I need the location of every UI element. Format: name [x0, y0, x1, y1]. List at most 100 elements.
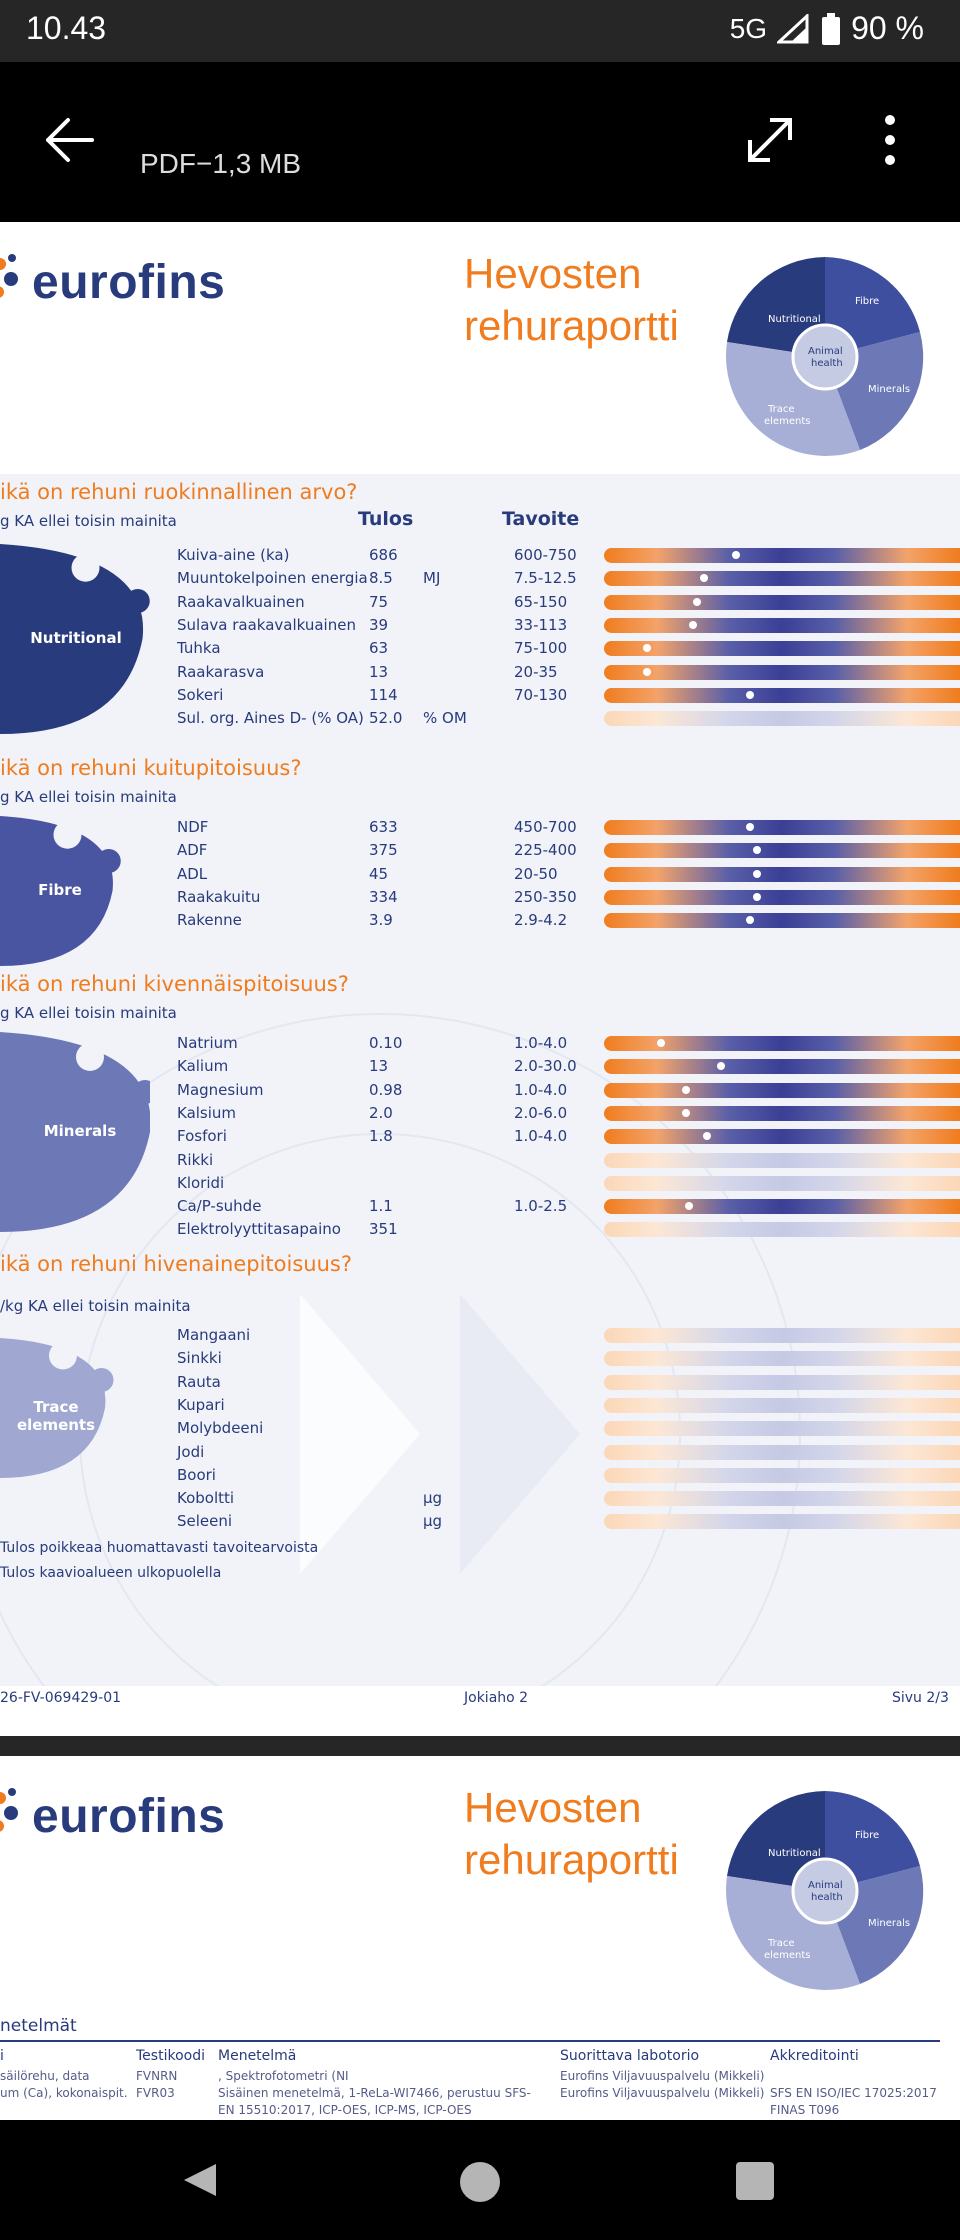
result-marker	[689, 620, 697, 629]
row-name: Sulava raakavalkuainen	[177, 615, 356, 634]
result-marker	[681, 1108, 690, 1117]
range-bar	[604, 1397, 960, 1413]
section-heading: ikä on rehuni kivennäispitoisuus?	[0, 972, 349, 996]
row-target: 1.0-2.5	[514, 1197, 568, 1216]
expand-icon[interactable]	[740, 110, 800, 170]
result-marker	[685, 1202, 694, 1211]
range-bar	[604, 571, 960, 587]
section-subheading: g KA ellei toisin mainita	[0, 512, 177, 530]
table-row: Molybdeeni	[0, 1417, 960, 1440]
row-value: 39	[369, 615, 389, 634]
puzzle-wheel: Nutritional Fibre Animal health Minerals…	[726, 1791, 924, 1990]
network-type: 5G	[729, 12, 768, 44]
row-name: Kalsium	[177, 1103, 237, 1122]
row-name: Molybdeeni	[177, 1419, 264, 1438]
table-row: Sinkki	[0, 1347, 960, 1370]
range-bar	[604, 913, 960, 929]
battery-level: 90 %	[851, 10, 924, 46]
row-value: 0.10	[369, 1034, 403, 1052]
pdf-page-2: eurofins Hevosten rehuraportti Nutrition…	[0, 222, 960, 1686]
table-row: Raakakuitu 334 250-350	[0, 886, 960, 909]
row-name: Kloridi	[177, 1173, 225, 1192]
row-unit: μg	[423, 1489, 443, 1508]
table-row: ADL 45 20-50	[0, 863, 960, 886]
range-bar	[604, 1421, 960, 1437]
row-target: 2.0-30.0	[514, 1057, 577, 1076]
nav-recents-icon[interactable]	[736, 2162, 774, 2200]
puzzle-piece-4	[0, 1338, 114, 1478]
footer-farm: Jokiaho 2	[464, 1690, 529, 1706]
status-time: 10.43	[26, 10, 107, 46]
table-row: Mangaani	[0, 1324, 960, 1347]
row-name: Rikki	[177, 1150, 214, 1169]
row-value: 351	[369, 1220, 398, 1239]
methods-heading: netelmät	[0, 2016, 77, 2036]
table-row: Kuiva-aine (ka) 686 600-750	[0, 544, 960, 567]
svg-text:elements: elements	[764, 416, 810, 427]
table-row: Magnesium 0.98 1.0-4.0	[0, 1079, 960, 1102]
nav-back-icon[interactable]	[180, 2160, 220, 2200]
method-row-sample: säilörehu, data	[0, 2069, 90, 2083]
range-bar	[604, 664, 960, 680]
result-marker	[717, 1062, 726, 1071]
table-row: Sokeri 114 70-130	[0, 684, 960, 707]
row-target: 20-50	[514, 864, 558, 883]
app-bar	[0, 62, 960, 222]
row-name: Boori	[177, 1465, 216, 1484]
result-marker	[692, 597, 701, 606]
method-row-sample: um (Ca), kokonaispit.	[0, 2086, 128, 2100]
row-name: Raakavalkuainen	[177, 592, 305, 611]
table-row: Raakavalkuainen 75 65-150	[0, 591, 960, 614]
methods-section	[0, 2006, 960, 2120]
method-row-code: FVR03	[136, 2086, 175, 2100]
status-bar: 10.43 5G 90 %	[0, 0, 960, 62]
back-arrow-icon[interactable]	[40, 110, 100, 170]
method-row-method: Sisäinen menetelmä, 1-ReLa-WI7466, perus…	[218, 2086, 531, 2117]
result-marker	[642, 644, 651, 653]
table-row: Fosfori 1.8 1.0-4.0	[0, 1125, 960, 1148]
row-value: 375	[369, 841, 398, 860]
result-marker	[745, 690, 754, 699]
svg-text:Trace: Trace	[767, 404, 795, 415]
result-marker	[681, 1085, 690, 1094]
result-marker	[753, 869, 762, 878]
row-name: Seleeni	[177, 1512, 233, 1531]
more-options-icon[interactable]	[870, 110, 910, 170]
range-bar	[604, 1467, 960, 1483]
row-name: Sokeri	[177, 685, 224, 704]
range-bar	[604, 687, 960, 703]
section-heading: ikä on rehuni kuitupitoisuus?	[0, 756, 302, 780]
method-row-lab: Eurofins Viljavuuspalvelu (Mikkeli)	[560, 2086, 765, 2100]
svg-text:Minerals: Minerals	[868, 1918, 910, 1929]
row-value: 13	[369, 1057, 389, 1076]
table-row: ADF 375 225-400	[0, 839, 960, 862]
table-row: NDF 633 450-700	[0, 816, 960, 839]
svg-text:Nutritional: Nutritional	[768, 314, 821, 325]
row-name: Magnesium	[177, 1080, 264, 1099]
range-bar	[604, 1152, 960, 1168]
row-name: Fosfori	[177, 1127, 227, 1146]
range-bar	[604, 1059, 960, 1075]
column-header-result: Tulos	[358, 508, 414, 530]
table-row: Boori	[0, 1464, 960, 1487]
method-row-accreditation: SFS EN ISO/IEC 17025:2017 FINAS T096	[770, 2086, 937, 2117]
table-row: Kupari	[0, 1394, 960, 1417]
range-bar	[604, 1175, 960, 1191]
puzzle-piece-1	[0, 544, 150, 734]
table-row: Kalsium 2.0 2.0-6.0	[0, 1102, 960, 1125]
range-bar	[604, 1491, 960, 1507]
logo-text: eurofins	[32, 255, 226, 309]
result-marker	[731, 551, 740, 559]
nav-home-icon[interactable]	[458, 2160, 502, 2204]
table-row: Koboltti μg	[0, 1487, 960, 1510]
row-value: 0.98	[369, 1080, 403, 1099]
row-value: 114	[369, 685, 398, 704]
row-name: ADL	[177, 864, 208, 883]
row-value: 3.9	[369, 911, 393, 930]
table-row: Kalium 13 2.0-30.0	[0, 1055, 960, 1078]
logo-mark-icon	[0, 1786, 24, 1846]
range-bar	[604, 711, 960, 727]
table-row: Muuntokelpoinen energia 8.5 MJ 7.5-12.5	[0, 567, 960, 590]
row-target: 250-350	[514, 887, 577, 906]
report-title: Hevosten rehuraportti	[464, 1782, 679, 1886]
